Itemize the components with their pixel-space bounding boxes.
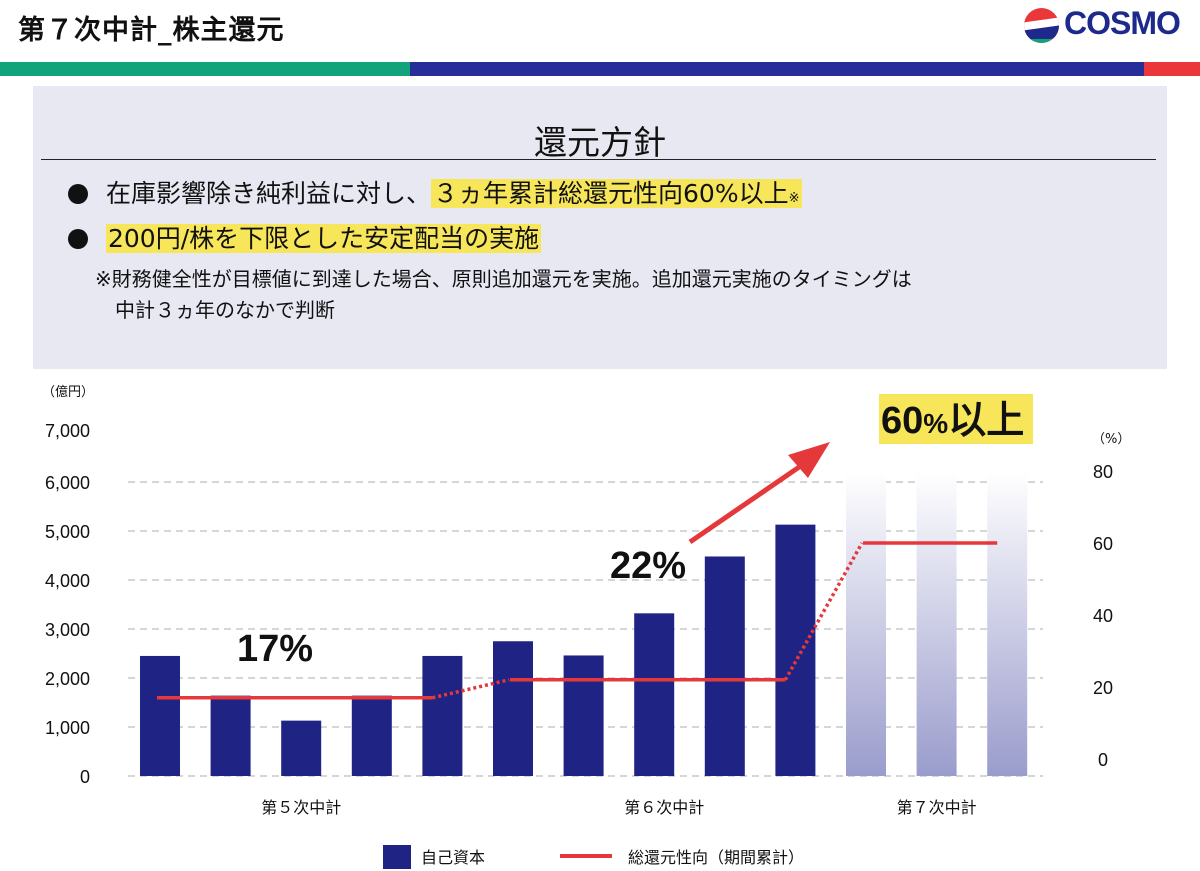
equity-bar — [704, 556, 745, 776]
y-tick-label: 7,000 — [45, 421, 90, 441]
equity-bar — [563, 655, 604, 776]
equity-bar — [281, 720, 322, 776]
policy-bullet-2: 200円/株を下限とした安定配当の実施 — [68, 219, 542, 255]
y-tick-label: 3,000 — [45, 620, 90, 640]
bullet-2-highlight: 200円/株を下限とした安定配当の実施 — [106, 224, 542, 253]
y-tick-label: 0 — [80, 767, 90, 787]
payout-ratio-connector — [431, 678, 510, 700]
projected-bar — [846, 472, 886, 776]
y2-tick-label: 20 — [1093, 678, 1113, 698]
group-label: 第５次中計 — [261, 798, 341, 817]
cosmo-logo: COSMO — [1024, 5, 1192, 44]
equity-bar — [351, 695, 392, 776]
equity-bar — [493, 641, 533, 776]
y2-tick-label: 40 — [1093, 606, 1113, 626]
cosmo-logo-mark-icon — [1024, 8, 1059, 43]
target-highlight-box — [879, 394, 1033, 444]
policy-title: 還元方針 — [534, 123, 666, 162]
policy-divider — [41, 159, 1156, 160]
bullet-dot-icon — [68, 229, 88, 249]
policy-panel: 還元方針 在庫影響除き純利益に対し、３ヵ年累計総還元性向60%以上※ 200円/… — [33, 86, 1167, 369]
policy-note-line-2: 中計３ヵ年のなかで判断 — [115, 298, 335, 322]
equity-bar — [422, 655, 463, 776]
logo-text: COSMO — [1064, 5, 1181, 41]
bullet-dot-icon — [68, 184, 88, 204]
equity-bar — [634, 613, 675, 776]
header-stripe-red — [1144, 62, 1200, 76]
growth-arrow-shaft — [688, 460, 807, 545]
y-tick-label: 6,000 — [45, 473, 90, 493]
equity-bar — [210, 695, 251, 776]
y-axis-unit: （億円） — [42, 384, 94, 400]
legend-bar-label: 自己資本 — [421, 848, 485, 867]
y-tick-label: 1,000 — [45, 718, 90, 738]
projected-bar — [916, 472, 957, 776]
bullet-1-highlight: ３ヵ年累計総還元性向60%以上※ — [431, 179, 802, 208]
y-tick-label: 5,000 — [45, 522, 90, 542]
legend-line-label: 総還元性向（期間累計） — [628, 848, 804, 867]
policy-bullet-1: 在庫影響除き純利益に対し、３ヵ年累計総還元性向60%以上※ — [68, 174, 802, 210]
y-tick-label: 4,000 — [45, 571, 90, 591]
group-label: 第６次中計 — [624, 798, 704, 817]
header-stripe-blue — [410, 62, 1144, 76]
annotation-22-percent: 22% — [610, 545, 686, 587]
bullet-1-mark: ※ — [788, 191, 800, 206]
equity-payout-chart: （億円） （%） 17% 22% 60%以上 自己資本 総還元性向（期間累計） … — [42, 384, 1130, 869]
equity-bar — [775, 524, 816, 776]
growth-arrow-head-icon — [788, 442, 830, 478]
legend-bar-swatch — [383, 845, 411, 869]
page-title: 第７次中計_株主還元 — [18, 15, 285, 46]
bullet-1-prefix: 在庫影響除き純利益に対し、 — [106, 179, 432, 208]
group-label: 第７次中計 — [897, 798, 977, 817]
y2-tick-label: 0 — [1098, 750, 1108, 770]
equity-bar — [140, 655, 180, 776]
payout-ratio-connector — [783, 542, 864, 681]
projected-bar — [987, 472, 1028, 776]
y2-tick-label: 80 — [1093, 462, 1113, 482]
policy-note-line-1: ※財務健全性が目標値に到達した場合、原則追加還元を実施。追加還元実施のタイミング… — [95, 267, 912, 291]
annotation-target-60: 60%以上 — [881, 400, 1024, 442]
y-tick-label: 2,000 — [45, 669, 90, 689]
y2-tick-label: 60 — [1093, 534, 1113, 554]
annotation-17-percent: 17% — [237, 628, 313, 670]
header-stripe-green — [0, 62, 410, 76]
y2-axis-unit: （%） — [1092, 432, 1130, 447]
